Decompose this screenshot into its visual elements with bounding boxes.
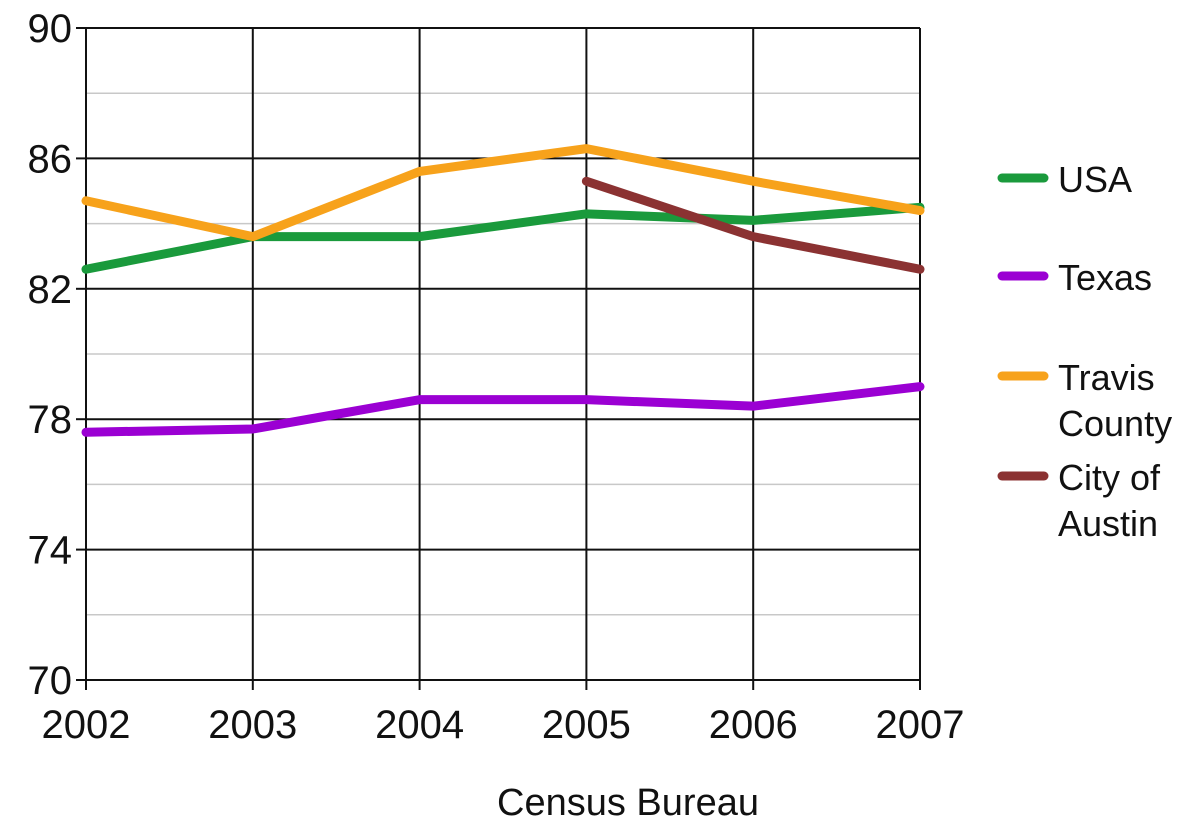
legend-label-line: Travis <box>1058 357 1155 398</box>
x-tick-label: 2005 <box>542 703 631 747</box>
legend-item-travis-county: Travis County <box>997 357 1172 444</box>
legend-label-line: County <box>1058 403 1172 444</box>
series-lines <box>81 144 925 437</box>
x-tick-label: 2006 <box>709 703 798 747</box>
major-gridlines <box>76 27 921 690</box>
y-tick-label: 78 <box>28 398 73 442</box>
series-line-travis-county <box>81 144 925 242</box>
x-tick-label: 2007 <box>876 703 965 747</box>
y-tick-label: 70 <box>28 659 73 703</box>
series-line-city-of-austin <box>581 176 925 274</box>
x-tick-label: 2004 <box>375 703 464 747</box>
legend: USA Texas Travis County City of Austin <box>997 159 1172 544</box>
legend-label-line: City of <box>1058 457 1161 498</box>
series-line-usa <box>81 202 925 274</box>
x-axis-ticks: 2002 2003 2004 2005 2006 2007 <box>42 703 965 747</box>
y-tick-label: 86 <box>28 137 73 181</box>
y-axis-ticks: 70 74 78 82 86 90 <box>28 7 73 703</box>
legend-label: Texas <box>1058 257 1152 298</box>
legend-item-usa: USA <box>997 159 1132 200</box>
x-axis-label: Census Bureau <box>497 782 759 818</box>
series-line-texas <box>81 382 925 437</box>
legend-item-city-of-austin: City of Austin <box>997 457 1161 544</box>
legend-item-texas: Texas <box>997 257 1152 298</box>
x-tick-label: 2003 <box>208 703 297 747</box>
y-tick-label: 90 <box>28 7 73 51</box>
legend-label: City of Austin <box>1058 457 1161 544</box>
x-tick-label: 2002 <box>42 703 131 747</box>
y-tick-label: 74 <box>28 529 73 573</box>
legend-label-line: USA <box>1058 159 1132 200</box>
legend-label: USA <box>1058 159 1132 200</box>
legend-label-line: Austin <box>1058 503 1158 544</box>
minor-gridlines <box>86 92 920 616</box>
legend-label: Travis County <box>1058 357 1172 444</box>
y-tick-label: 82 <box>28 268 73 312</box>
legend-label-line: Texas <box>1058 257 1152 298</box>
